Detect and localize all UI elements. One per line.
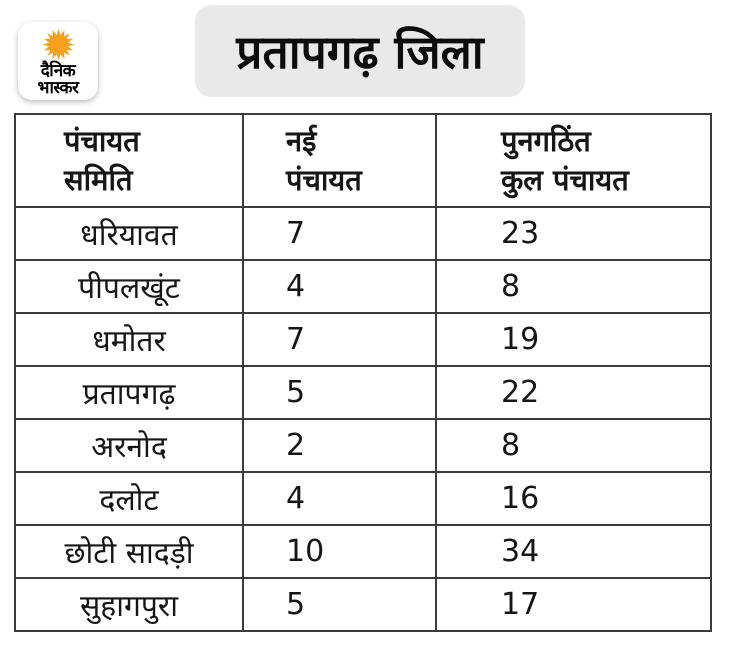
cell-total-panchayat: 23 bbox=[435, 208, 710, 259]
logo-line-1: दैनिक bbox=[40, 61, 76, 81]
cell-new-panchayat: 4 bbox=[242, 261, 435, 312]
cell-total-panchayat: 22 bbox=[435, 367, 710, 418]
sun-icon bbox=[42, 28, 74, 61]
table-row: दलोट 4 16 bbox=[16, 471, 710, 524]
cell-name: अरनोद bbox=[91, 430, 167, 465]
table-row: प्रतापगढ़ 5 22 bbox=[16, 365, 710, 418]
col-header-reorganized-total: पुनगठिंत कुल पंचायत bbox=[435, 115, 710, 206]
table-row: सुहागपुरा 5 17 bbox=[16, 577, 710, 630]
cell-name: दलोट bbox=[99, 483, 159, 518]
cell-new-panchayat: 7 bbox=[242, 314, 435, 365]
cell-total-panchayat: 19 bbox=[435, 314, 710, 365]
table-row: पीपलखूंट 4 8 bbox=[16, 259, 710, 312]
cell-new-panchayat: 5 bbox=[242, 579, 435, 630]
logo-wordmark: दैनिक भास्कर bbox=[37, 61, 79, 99]
col-header-panchayat-samiti: पंचायत समिति bbox=[64, 124, 140, 197]
cell-new-panchayat: 5 bbox=[242, 367, 435, 418]
cell-name: धमोतर bbox=[92, 324, 166, 359]
cell-new-panchayat: 7 bbox=[242, 208, 435, 259]
page-title-text: प्रतापगढ़ जिला bbox=[236, 25, 484, 79]
page-title: प्रतापगढ़ जिला bbox=[195, 5, 525, 97]
cell-new-panchayat: 4 bbox=[242, 473, 435, 524]
dainik-bhaskar-logo: दैनिक भास्कर bbox=[18, 22, 98, 100]
cell-name: प्रतापगढ़ bbox=[82, 377, 176, 412]
cell-name: छोटी सादड़ी bbox=[64, 536, 194, 571]
table-row: धरियावत 7 23 bbox=[16, 206, 710, 259]
cell-name: धरियावत bbox=[80, 218, 178, 253]
cell-name: सुहागपुरा bbox=[80, 589, 178, 624]
cell-total-panchayat: 17 bbox=[435, 579, 710, 630]
cell-total-panchayat: 16 bbox=[435, 473, 710, 524]
logo-line-2: भास्कर bbox=[37, 78, 79, 99]
cell-total-panchayat: 8 bbox=[435, 261, 710, 312]
cell-total-panchayat: 8 bbox=[435, 420, 710, 471]
table-row: छोटी सादड़ी 10 34 bbox=[16, 524, 710, 577]
cell-total-panchayat: 34 bbox=[435, 526, 710, 577]
cell-new-panchayat: 10 bbox=[242, 526, 435, 577]
panchayat-table: पंचायत समिति नई पंचायत पुनगठिंत कुल पंचा… bbox=[14, 113, 712, 632]
col-header-new-panchayat: नई पंचायत bbox=[242, 115, 435, 206]
cell-name: पीपलखूंट bbox=[78, 271, 180, 306]
table-header-row: पंचायत समिति नई पंचायत पुनगठिंत कुल पंचा… bbox=[16, 115, 710, 206]
table-row: धमोतर 7 19 bbox=[16, 312, 710, 365]
table-row: अरनोद 2 8 bbox=[16, 418, 710, 471]
cell-new-panchayat: 2 bbox=[242, 420, 435, 471]
